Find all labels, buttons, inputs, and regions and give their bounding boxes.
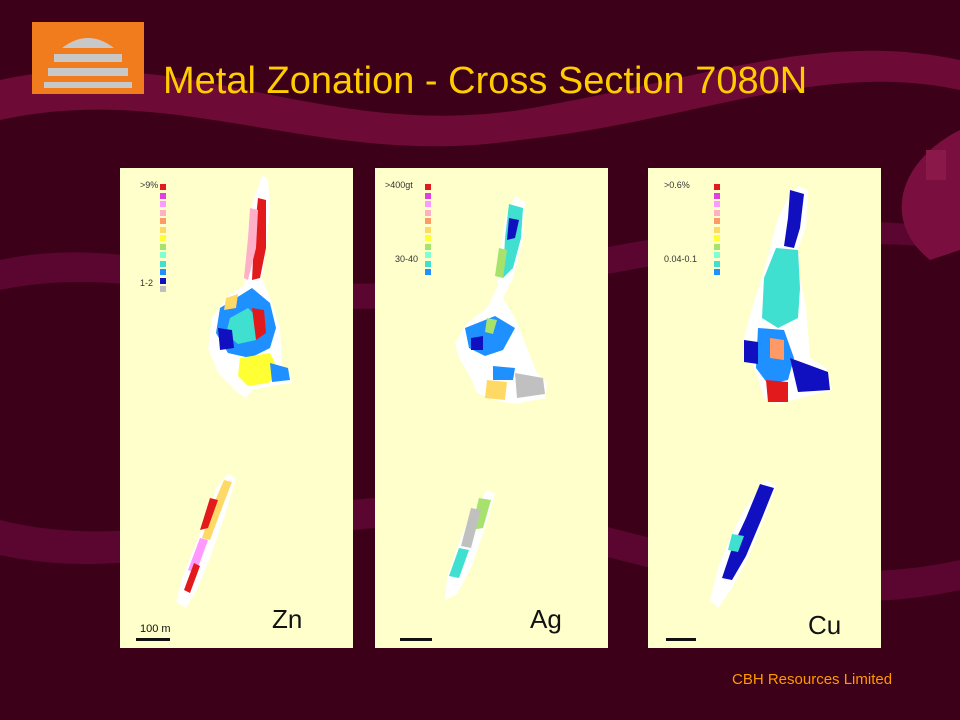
legend-swatch [714, 201, 720, 207]
legend-swatch [714, 243, 720, 250]
zn-orebody-plot [176, 176, 292, 608]
cu-scale-bar [666, 638, 696, 641]
legend-swatch [425, 226, 431, 233]
zn-section-panel: >9% 1-2 Zn 100 m [120, 168, 353, 648]
cbh-dome-logo-icon [32, 22, 144, 94]
cu-element-label: Cu [808, 610, 842, 640]
zn-upper-orebody [208, 176, 292, 398]
legend-swatch [160, 286, 166, 292]
ag-lower-orebody [445, 490, 495, 600]
cu-legend-top-label: >0.6% [664, 180, 690, 190]
zn-lower-orebody [176, 474, 236, 608]
ag-scale-bar [400, 638, 432, 641]
legend-swatch [425, 184, 431, 190]
legend-swatch [714, 184, 720, 190]
footer-company-name: CBH Resources Limited [732, 671, 893, 688]
legend-swatch [160, 226, 166, 233]
legend-swatch [160, 269, 166, 275]
cu-upper-orebody [744, 186, 832, 404]
zn-element-label: Zn [272, 604, 303, 634]
cu-legend-bottom-label: 0.04-0.1 [664, 254, 698, 264]
legend-swatch [425, 260, 431, 267]
legend-swatch [425, 218, 431, 224]
legend-swatch [425, 201, 431, 207]
legend-swatch [160, 243, 166, 250]
legend-swatch [714, 252, 720, 258]
zn-legend-top-label: >9% [140, 180, 159, 190]
legend-swatch [714, 209, 720, 216]
legend-swatch [160, 252, 166, 258]
legend-swatch [160, 192, 166, 199]
ag-upper-orebody [455, 196, 547, 404]
legend-swatch [425, 243, 431, 250]
ag-legend-swatches [425, 184, 431, 278]
zn-legend-swatches [160, 184, 166, 295]
legend-swatch [160, 218, 166, 224]
ag-element-label: Ag [530, 604, 562, 634]
legend-swatch [714, 192, 720, 199]
legend-swatch [425, 235, 431, 241]
legend-swatch [425, 269, 431, 275]
cu-section-panel: >0.6% 0.04-0.1 Cu [648, 168, 881, 648]
cu-legend-swatches [714, 184, 720, 278]
legend-swatch [714, 260, 720, 267]
legend-swatch [160, 201, 166, 207]
cu-orebody-plot [710, 186, 832, 608]
legend-swatch [160, 260, 166, 267]
cu-lower-orebody [710, 480, 776, 608]
legend-swatch [714, 218, 720, 224]
zn-legend-bottom-label: 1-2 [140, 278, 154, 288]
legend-swatch [714, 226, 720, 233]
legend-swatch [160, 184, 166, 190]
ag-legend-bottom-label: 30-40 [395, 254, 419, 264]
page-title: Metal Zonation - Cross Section 7080N [163, 60, 808, 102]
zn-scale-label: 100 m [140, 623, 171, 635]
legend-swatch [714, 269, 720, 275]
ag-legend-top-label: >400gt [385, 180, 413, 190]
ag-section-panel: >400gt 30-40 Ag [375, 168, 608, 648]
ag-orebody-plot [445, 196, 547, 600]
legend-swatch [425, 252, 431, 258]
legend-swatch [160, 277, 166, 284]
legend-swatch [425, 192, 431, 199]
legend-swatch [425, 209, 431, 216]
zn-scale-bar [136, 638, 170, 641]
legend-swatch [160, 209, 166, 216]
legend-swatch [714, 235, 720, 241]
legend-swatch [160, 235, 166, 241]
